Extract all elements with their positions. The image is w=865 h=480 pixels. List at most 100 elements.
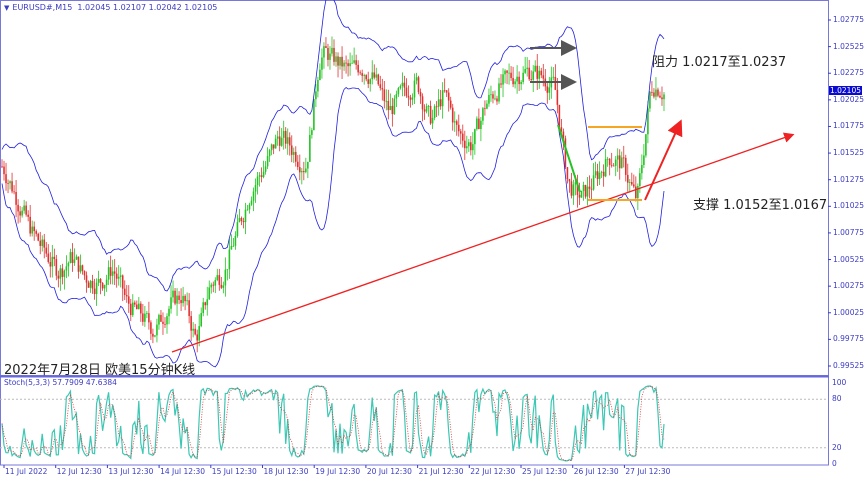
candle-body bbox=[160, 314, 162, 322]
candle-body bbox=[371, 72, 374, 80]
candle-body bbox=[494, 98, 496, 100]
lower-envelope-line bbox=[1, 86, 665, 368]
candle-body bbox=[421, 96, 424, 110]
price-axis-label: 1.01025 bbox=[833, 201, 865, 211]
candle-body bbox=[61, 268, 64, 277]
candle-body bbox=[232, 245, 235, 247]
candle-body bbox=[413, 80, 416, 98]
candle-body bbox=[451, 107, 454, 123]
high-value: 1.02107 bbox=[113, 3, 147, 12]
candle-body bbox=[89, 280, 92, 288]
candle-body bbox=[480, 120, 482, 130]
candle-body bbox=[69, 252, 72, 264]
candle-body bbox=[274, 138, 277, 149]
time-axis-label: 12 Jul 12:30 bbox=[56, 467, 102, 476]
candle-body bbox=[41, 239, 44, 246]
candle-body bbox=[256, 176, 259, 186]
candle-body bbox=[333, 47, 335, 62]
candle-body bbox=[101, 282, 104, 289]
candle-body bbox=[87, 282, 90, 288]
candle-body bbox=[150, 322, 152, 334]
candle-body bbox=[226, 269, 229, 271]
candle-body bbox=[29, 216, 31, 234]
candle-body bbox=[439, 99, 442, 107]
candle-body bbox=[651, 91, 653, 93]
candle-body bbox=[530, 79, 532, 80]
candle-body bbox=[307, 161, 309, 169]
candle-body bbox=[405, 87, 408, 96]
candle-body bbox=[417, 77, 420, 92]
candle-body bbox=[27, 214, 29, 217]
price-axis-label: 1.00525 bbox=[833, 254, 865, 264]
support-trendline bbox=[171, 132, 795, 353]
candle-body bbox=[540, 70, 543, 76]
candle-body bbox=[35, 231, 38, 234]
candle-body bbox=[409, 97, 412, 100]
candle-body bbox=[236, 222, 239, 236]
candle-body bbox=[397, 88, 400, 95]
candle-body bbox=[357, 64, 359, 73]
chart-caption: 2022年7月28日 欧美15分钟K线 bbox=[4, 363, 196, 378]
candle-body bbox=[359, 72, 361, 74]
candle-body bbox=[230, 246, 233, 250]
candle-body bbox=[228, 249, 231, 270]
candle-body bbox=[635, 186, 637, 199]
candle-body bbox=[111, 271, 114, 276]
candle-body bbox=[488, 94, 490, 104]
candle-body bbox=[586, 186, 589, 197]
candle-body bbox=[301, 171, 303, 173]
candle-body bbox=[379, 84, 382, 89]
candle-body bbox=[216, 275, 219, 281]
candle-body bbox=[588, 186, 591, 189]
candle-body bbox=[624, 157, 627, 175]
candle-body bbox=[341, 56, 343, 67]
candle-body bbox=[170, 297, 172, 309]
candle-body bbox=[580, 191, 583, 198]
candle-body bbox=[431, 117, 434, 124]
candle-body bbox=[631, 182, 633, 185]
candle-body bbox=[345, 62, 347, 64]
candle-body bbox=[542, 75, 545, 79]
green-trend-line bbox=[557, 124, 581, 193]
candle-body bbox=[425, 106, 428, 112]
candle-body bbox=[180, 300, 182, 304]
candle-body bbox=[552, 76, 555, 78]
candle-body bbox=[11, 181, 13, 192]
candle-body bbox=[490, 94, 492, 96]
candle-body bbox=[5, 174, 7, 184]
candle-body bbox=[582, 184, 585, 192]
candle-body bbox=[176, 295, 178, 304]
candle-body bbox=[168, 308, 170, 317]
candle-body bbox=[15, 192, 17, 205]
candle-body bbox=[204, 302, 207, 306]
candle-body bbox=[248, 204, 251, 210]
candle-body bbox=[393, 98, 396, 115]
candle-body bbox=[288, 137, 291, 146]
candle-body bbox=[270, 144, 273, 151]
candle-body bbox=[178, 295, 180, 301]
dropdown-triangle-icon[interactable]: ▼ bbox=[4, 4, 10, 12]
candle-body bbox=[661, 97, 663, 100]
candle-body bbox=[391, 105, 394, 115]
candle-body bbox=[496, 98, 498, 102]
price-axis-label: 1.00775 bbox=[833, 227, 865, 237]
candle-body bbox=[443, 90, 446, 92]
candle-body bbox=[641, 165, 643, 174]
candle-body bbox=[222, 285, 225, 288]
candle-body bbox=[196, 334, 198, 341]
candle-body bbox=[97, 278, 100, 283]
current-price-tag: 1.02105 bbox=[829, 86, 862, 95]
candle-body bbox=[602, 171, 605, 177]
upward-arrow bbox=[644, 119, 683, 201]
candle-body bbox=[596, 171, 599, 180]
candle-body bbox=[474, 129, 476, 145]
time-axis-label: 18 Jul 12:30 bbox=[263, 467, 309, 476]
candle-body bbox=[584, 184, 587, 197]
candle-body bbox=[643, 155, 645, 166]
candle-body bbox=[482, 108, 484, 121]
candle-body bbox=[604, 159, 607, 177]
candle-body bbox=[445, 90, 448, 93]
candle-body bbox=[51, 256, 54, 267]
price-axis-label: 1.00025 bbox=[833, 307, 865, 317]
